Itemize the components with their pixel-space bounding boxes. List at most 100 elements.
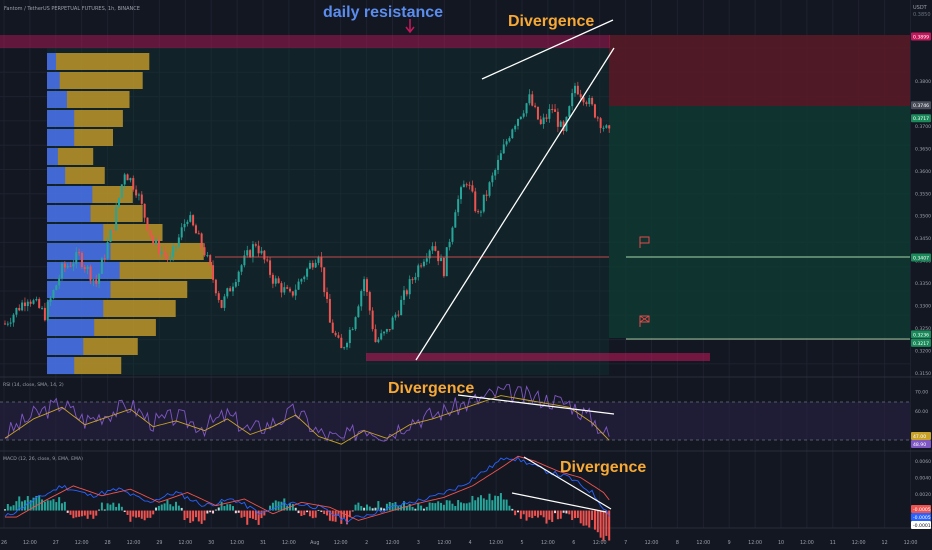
candle-body <box>536 106 539 120</box>
support-zone[interactable] <box>366 353 710 361</box>
candle-body <box>408 279 411 295</box>
macd-histogram-bar <box>41 499 44 511</box>
rsi-legend: RSI (14, close, SMA, 14, 2) <box>3 382 64 388</box>
candle-body <box>80 252 83 268</box>
macd-line[interactable] <box>4 456 610 524</box>
take-profit-zone[interactable] <box>609 106 910 338</box>
price-tag[interactable] <box>911 101 931 110</box>
volume-profile <box>47 53 212 374</box>
rsi-tag[interactable] <box>911 432 931 440</box>
candle-body <box>442 257 445 277</box>
time-axis[interactable]: 26 12:00 27 12:00 28 12:00 29 12:00 30 12:00 31 12:… <box>1 540 917 546</box>
macd-histogram-bar <box>308 510 311 517</box>
candle-body <box>43 307 46 321</box>
candle-body <box>602 127 605 129</box>
rsi-tag-label: 47.00 <box>913 434 926 440</box>
candle-body <box>377 339 380 343</box>
macd-histogram-bar <box>363 507 366 511</box>
arrow-down-icon <box>405 19 415 34</box>
macd-histogram-bar <box>383 508 386 511</box>
rsi-scale[interactable]: 70.00 60.00 47.00 48.90 <box>911 390 931 448</box>
signal-line[interactable] <box>5 455 610 521</box>
candle-body <box>525 103 528 114</box>
macd-histogram-bar <box>548 510 551 520</box>
macd-tag[interactable] <box>911 521 931 529</box>
price-divergence-trendline[interactable] <box>481 19 614 80</box>
candle-body <box>232 286 234 292</box>
price-tag[interactable] <box>911 338 931 347</box>
symbol-title: Fantom / TetherUS PERPETUAL FUTURES, 1h,… <box>4 6 140 12</box>
volume-profile-bar-buy <box>47 53 57 70</box>
macd-histogram-bar <box>403 501 405 511</box>
macd-histogram-bar <box>499 493 502 511</box>
flag-icon-checkered[interactable] <box>639 315 650 327</box>
candle-body <box>542 117 545 125</box>
candle-body <box>497 159 500 170</box>
candle-body <box>454 212 457 228</box>
macd-histogram-bar <box>596 510 599 533</box>
macd-pane[interactable] <box>4 455 611 541</box>
volume-profile-bar-buy <box>47 319 95 336</box>
macd-histogram-bar <box>180 507 183 511</box>
candle-body <box>52 290 55 299</box>
macd-histogram-bar <box>80 510 83 517</box>
price-tick: 0.3600 <box>915 169 931 175</box>
macd-histogram-bar <box>574 510 576 519</box>
macd-histogram-bar <box>21 501 24 511</box>
macd-histogram-bar <box>505 499 508 511</box>
daily-resistance-zone[interactable] <box>0 35 610 48</box>
price-tick: 0.3800 <box>915 79 931 85</box>
candle-body <box>571 93 574 107</box>
candle-body <box>166 255 169 259</box>
price-tick: 0.3300 <box>915 304 931 310</box>
candle-body <box>554 109 557 112</box>
rsi-pane[interactable] <box>4 384 610 445</box>
candle-body <box>334 332 337 336</box>
volume-profile-bar-buy <box>47 186 93 203</box>
rsi-divergence-trendline[interactable] <box>457 394 615 415</box>
candle-body <box>120 184 123 198</box>
macd-histogram-bar <box>72 510 75 519</box>
flag-icon[interactable] <box>639 236 650 248</box>
candle-body <box>545 117 548 119</box>
macd-histogram-bar <box>539 510 542 516</box>
candle-body <box>100 258 103 274</box>
candle-body <box>271 274 274 284</box>
macd-divergence-trendline-1[interactable] <box>523 456 612 510</box>
macd-histogram-bar <box>217 507 220 511</box>
price-tag[interactable] <box>911 253 931 262</box>
candle-body <box>462 184 465 188</box>
price-scale[interactable]: 0.38000.37500.37000.36500.36000.35500.35… <box>911 32 931 377</box>
time-tick: 27 <box>53 540 59 546</box>
price-tick: 0.3550 <box>915 191 931 197</box>
macd-tag[interactable] <box>911 513 931 521</box>
candle-body <box>303 276 306 280</box>
candle-body <box>354 317 357 330</box>
price-tag[interactable] <box>911 32 931 41</box>
macd-histogram-bar <box>126 510 129 515</box>
macd-histogram-bar <box>420 505 423 511</box>
macd-histogram-bar <box>283 498 286 511</box>
macd-histogram-bar <box>556 510 559 520</box>
rsi-ma-line[interactable] <box>4 395 610 445</box>
macd-divergence-trendline-2[interactable] <box>511 492 607 513</box>
stop-loss-zone[interactable] <box>609 35 910 106</box>
candle-body <box>311 262 314 268</box>
rsi-line[interactable] <box>4 384 610 442</box>
price-tag[interactable] <box>911 330 931 339</box>
candle-body <box>9 322 12 324</box>
candle-body <box>61 263 63 279</box>
candle-body <box>249 250 252 258</box>
macd-scale[interactable]: 0.0060 0.0040 0.0020 -0.0005 -0.0005 -0.0001 <box>911 459 931 529</box>
macd-histogram-bar <box>576 510 579 518</box>
candle-body <box>175 246 177 248</box>
macd-divergence-label: Divergence <box>560 459 646 476</box>
macd-tag[interactable] <box>911 505 931 513</box>
rising-wedge-trendline[interactable] <box>415 47 615 361</box>
macd-histogram-bar <box>491 500 494 511</box>
candle-body <box>474 191 477 212</box>
rsi-tag[interactable] <box>911 440 931 448</box>
price-tag[interactable] <box>911 114 931 123</box>
